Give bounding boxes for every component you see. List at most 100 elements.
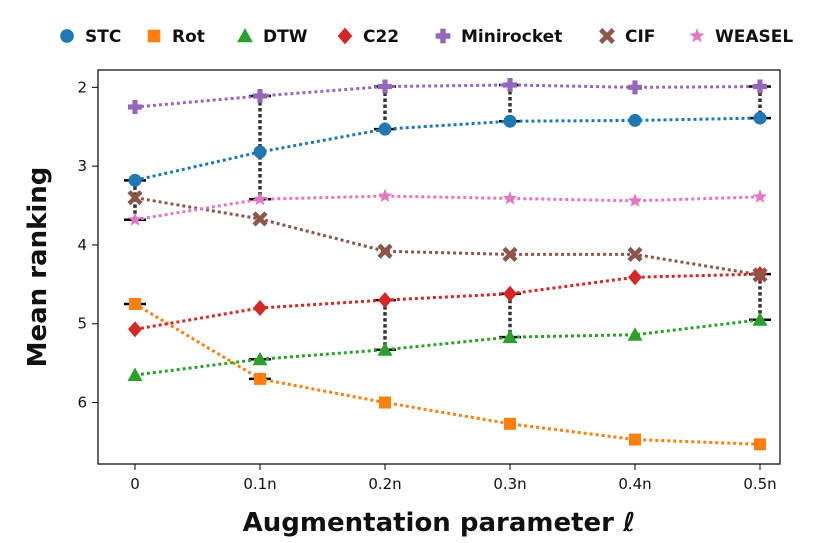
range-bars xyxy=(124,83,771,381)
legend-label: STC xyxy=(85,27,121,47)
dtw-point xyxy=(252,351,268,366)
series-layer xyxy=(127,77,768,451)
x-tick-label: 0.4n xyxy=(618,475,651,493)
series-c22 xyxy=(128,266,767,338)
rot-point xyxy=(129,298,141,311)
legend-label: C22 xyxy=(363,27,399,47)
minirocket-point xyxy=(128,100,142,115)
rot-point xyxy=(504,417,516,430)
cif-point xyxy=(627,246,643,262)
cif-point xyxy=(502,246,518,262)
rot-line xyxy=(134,302,761,446)
legend-label: Minirocket xyxy=(461,27,562,47)
legend-marker xyxy=(147,29,161,43)
x-marker-stroke xyxy=(127,190,143,206)
x-axis: 0 0.1n 0.2n 0.3n 0.4n 0.5n xyxy=(130,464,777,493)
rot-point xyxy=(629,433,641,446)
stc-point xyxy=(628,113,642,127)
x-marker-stroke xyxy=(599,28,615,44)
c22-point xyxy=(628,269,642,286)
y-axis: 2 3 4 5 6 xyxy=(77,78,98,412)
c22-line xyxy=(134,272,761,331)
legend-marker xyxy=(60,29,74,43)
rot-point xyxy=(254,372,266,385)
minirocket-point xyxy=(503,77,517,92)
cif-point xyxy=(377,243,393,259)
stc-point xyxy=(503,114,517,128)
plot-frame xyxy=(97,69,781,465)
dtw-point xyxy=(752,312,768,326)
legend-item-stc: STC xyxy=(60,27,121,47)
cif-point xyxy=(127,190,143,206)
dtw-point xyxy=(377,342,393,356)
minirocket-point xyxy=(378,79,392,94)
c22-point xyxy=(253,299,267,316)
x-marker-stroke xyxy=(752,267,768,283)
x-tick-label: 0.2n xyxy=(368,475,401,493)
dtw-line xyxy=(134,318,761,377)
series-dtw xyxy=(127,312,768,381)
minirocket-point xyxy=(253,89,267,104)
y-axis-title: Mean ranking xyxy=(23,167,53,368)
dtw-point xyxy=(502,329,518,344)
y-tick-label: 6 xyxy=(77,394,87,412)
x-tick-label: 0 xyxy=(130,475,140,493)
stc-line xyxy=(134,116,761,182)
y-tick-label: 3 xyxy=(77,157,87,175)
series-weasel xyxy=(127,188,768,226)
legend-label: CIF xyxy=(625,27,655,47)
stc-point xyxy=(128,173,142,187)
c22-point xyxy=(378,292,392,309)
dtw-point xyxy=(127,367,143,381)
legend-label: Rot xyxy=(172,27,205,47)
legend-item-c22: C22 xyxy=(337,27,399,47)
minirocket-point xyxy=(628,80,642,95)
x-tick-label: 0.3n xyxy=(493,475,526,493)
legend-marker xyxy=(599,28,615,44)
series-minirocket xyxy=(128,77,767,115)
series-stc xyxy=(128,111,767,187)
stc-point xyxy=(253,145,267,159)
cif-point xyxy=(252,211,268,227)
c22-point xyxy=(503,285,517,302)
y-tick-label: 5 xyxy=(77,315,87,333)
dtw-point xyxy=(627,327,643,341)
weasel-line xyxy=(134,194,761,222)
x-marker-stroke xyxy=(377,243,393,259)
legend-item-dtw: DTW xyxy=(237,27,308,47)
weasel-point xyxy=(127,212,143,226)
legend: STC Rot DTW C22 Minirocket CIF WEASEL xyxy=(60,27,793,47)
legend-item-rot: Rot xyxy=(147,27,205,47)
weasel-point xyxy=(752,189,768,203)
minirocket-line xyxy=(134,83,761,109)
series-cif xyxy=(127,190,768,283)
stc-point xyxy=(378,122,392,136)
minirocket-point xyxy=(753,79,767,94)
legend-marker xyxy=(435,28,451,44)
stc-point xyxy=(753,111,767,125)
legend-label: DTW xyxy=(263,27,308,47)
x-marker-stroke xyxy=(252,211,268,227)
y-tick-label: 4 xyxy=(77,236,87,254)
x-marker-stroke xyxy=(502,246,518,262)
legend-item-cif: CIF xyxy=(599,27,655,47)
weasel-point xyxy=(252,191,268,206)
x-tick-label: 0.5n xyxy=(743,475,776,493)
y-tick-label: 2 xyxy=(77,78,87,96)
legend-item-minirocket: Minirocket xyxy=(435,27,562,47)
legend-marker xyxy=(237,28,253,43)
legend-marker xyxy=(337,27,353,45)
cif-point xyxy=(752,267,768,283)
x-tick-label: 0.1n xyxy=(243,475,276,493)
weasel-point xyxy=(627,193,643,207)
x-axis-title: Augmentation parameter ℓ xyxy=(243,508,636,538)
weasel-point xyxy=(377,188,393,203)
cif-line xyxy=(134,196,761,277)
rot-point xyxy=(379,396,391,409)
c22-point xyxy=(128,321,142,338)
x-marker-stroke xyxy=(627,246,643,262)
series-rot xyxy=(129,298,766,451)
weasel-point xyxy=(502,190,518,205)
legend-label: WEASEL xyxy=(715,27,793,47)
